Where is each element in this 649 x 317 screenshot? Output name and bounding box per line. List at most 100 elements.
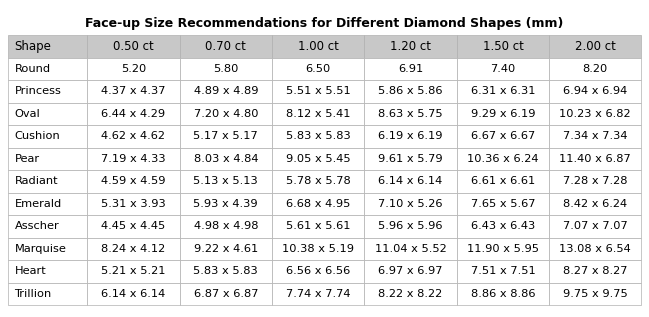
Text: 6.56 x 6.56: 6.56 x 6.56	[286, 266, 350, 276]
Text: 8.20: 8.20	[583, 64, 607, 74]
Bar	[272, 237, 364, 260]
Bar	[457, 260, 549, 282]
Text: 6.68 x 4.95: 6.68 x 4.95	[286, 199, 350, 209]
Text: 10.36 x 6.24: 10.36 x 6.24	[467, 154, 539, 164]
Text: 7.07 x 7.07: 7.07 x 7.07	[563, 221, 628, 231]
Text: 8.42 x 6.24: 8.42 x 6.24	[563, 199, 627, 209]
Text: 4.45 x 4.45: 4.45 x 4.45	[101, 221, 165, 231]
Bar	[457, 147, 549, 170]
Bar	[457, 215, 549, 237]
Bar	[180, 282, 272, 305]
Bar	[457, 237, 549, 260]
Text: 5.20: 5.20	[121, 64, 146, 74]
Bar	[272, 215, 364, 237]
Text: 6.19 x 6.19: 6.19 x 6.19	[378, 131, 443, 141]
Bar	[272, 170, 364, 192]
Text: 6.67 x 6.67: 6.67 x 6.67	[471, 131, 535, 141]
Text: 1.50 ct: 1.50 ct	[483, 40, 524, 53]
Text: 6.50: 6.50	[306, 64, 331, 74]
Text: 9.05 x 5.45: 9.05 x 5.45	[286, 154, 350, 164]
Bar	[87, 192, 180, 215]
Text: 0.50 ct: 0.50 ct	[113, 40, 154, 53]
Bar	[87, 282, 180, 305]
Text: 6.43 x 6.43: 6.43 x 6.43	[471, 221, 535, 231]
Text: 7.10 x 5.26: 7.10 x 5.26	[378, 199, 443, 209]
Bar	[364, 125, 457, 147]
Text: 4.59 x 4.59: 4.59 x 4.59	[101, 176, 165, 186]
Text: 11.40 x 6.87: 11.40 x 6.87	[559, 154, 631, 164]
Bar	[272, 192, 364, 215]
Bar	[8, 147, 87, 170]
Text: 7.34 x 7.34: 7.34 x 7.34	[563, 131, 628, 141]
Text: 5.96 x 5.96: 5.96 x 5.96	[378, 221, 443, 231]
Text: Cushion: Cushion	[14, 131, 60, 141]
Bar	[272, 260, 364, 282]
Text: 8.63 x 5.75: 8.63 x 5.75	[378, 109, 443, 119]
Text: Shape: Shape	[14, 40, 51, 53]
Bar	[272, 282, 364, 305]
Bar	[549, 260, 641, 282]
Bar	[364, 215, 457, 237]
Bar	[549, 35, 641, 57]
Text: 0.70 ct: 0.70 ct	[205, 40, 246, 53]
Bar	[272, 102, 364, 125]
Text: 8.24 x 4.12: 8.24 x 4.12	[101, 244, 165, 254]
Text: 11.04 x 5.52: 11.04 x 5.52	[374, 244, 447, 254]
Bar	[180, 237, 272, 260]
Text: 6.31 x 6.31: 6.31 x 6.31	[471, 86, 535, 96]
Text: 6.14 x 6.14: 6.14 x 6.14	[101, 289, 165, 299]
Bar	[364, 260, 457, 282]
Text: 7.65 x 5.67: 7.65 x 5.67	[471, 199, 535, 209]
Bar	[180, 147, 272, 170]
Text: 8.86 x 8.86: 8.86 x 8.86	[471, 289, 535, 299]
Bar	[8, 170, 87, 192]
Text: 7.28 x 7.28: 7.28 x 7.28	[563, 176, 628, 186]
Text: 6.94 x 6.94: 6.94 x 6.94	[563, 86, 627, 96]
Bar	[457, 80, 549, 102]
Text: Round: Round	[14, 64, 51, 74]
Text: 7.51 x 7.51: 7.51 x 7.51	[471, 266, 535, 276]
Bar	[549, 102, 641, 125]
Text: 10.38 x 5.19: 10.38 x 5.19	[282, 244, 354, 254]
Bar	[87, 170, 180, 192]
Bar	[8, 80, 87, 102]
Text: 10.23 x 6.82: 10.23 x 6.82	[559, 109, 631, 119]
Text: 5.31 x 3.93: 5.31 x 3.93	[101, 199, 165, 209]
Bar	[8, 102, 87, 125]
Bar	[549, 147, 641, 170]
Text: Marquise: Marquise	[14, 244, 66, 254]
Bar	[180, 215, 272, 237]
Text: 6.97 x 6.97: 6.97 x 6.97	[378, 266, 443, 276]
Text: 9.22 x 4.61: 9.22 x 4.61	[193, 244, 258, 254]
Text: 9.61 x 5.79: 9.61 x 5.79	[378, 154, 443, 164]
Bar	[8, 215, 87, 237]
Bar	[457, 57, 549, 80]
Text: 11.90 x 5.95: 11.90 x 5.95	[467, 244, 539, 254]
Bar	[180, 57, 272, 80]
Bar	[180, 170, 272, 192]
Bar	[549, 125, 641, 147]
Bar	[364, 147, 457, 170]
Text: 5.93 x 4.39: 5.93 x 4.39	[193, 199, 258, 209]
Text: 8.12 x 5.41: 8.12 x 5.41	[286, 109, 350, 119]
Text: 5.86 x 5.86: 5.86 x 5.86	[378, 86, 443, 96]
Bar	[8, 237, 87, 260]
Text: 5.17 x 5.17: 5.17 x 5.17	[193, 131, 258, 141]
Text: 7.40: 7.40	[491, 64, 516, 74]
Bar	[364, 80, 457, 102]
Bar	[549, 215, 641, 237]
Text: 7.19 x 4.33: 7.19 x 4.33	[101, 154, 165, 164]
Bar	[180, 80, 272, 102]
Bar	[180, 260, 272, 282]
Text: 5.21 x 5.21: 5.21 x 5.21	[101, 266, 165, 276]
Bar	[87, 215, 180, 237]
Text: 5.80: 5.80	[213, 64, 238, 74]
Bar	[272, 80, 364, 102]
Bar	[180, 192, 272, 215]
Text: Heart: Heart	[14, 266, 46, 276]
Bar	[87, 237, 180, 260]
Text: 4.37 x 4.37: 4.37 x 4.37	[101, 86, 165, 96]
Bar	[8, 35, 87, 57]
Text: 9.29 x 6.19: 9.29 x 6.19	[471, 109, 535, 119]
Bar	[8, 57, 87, 80]
